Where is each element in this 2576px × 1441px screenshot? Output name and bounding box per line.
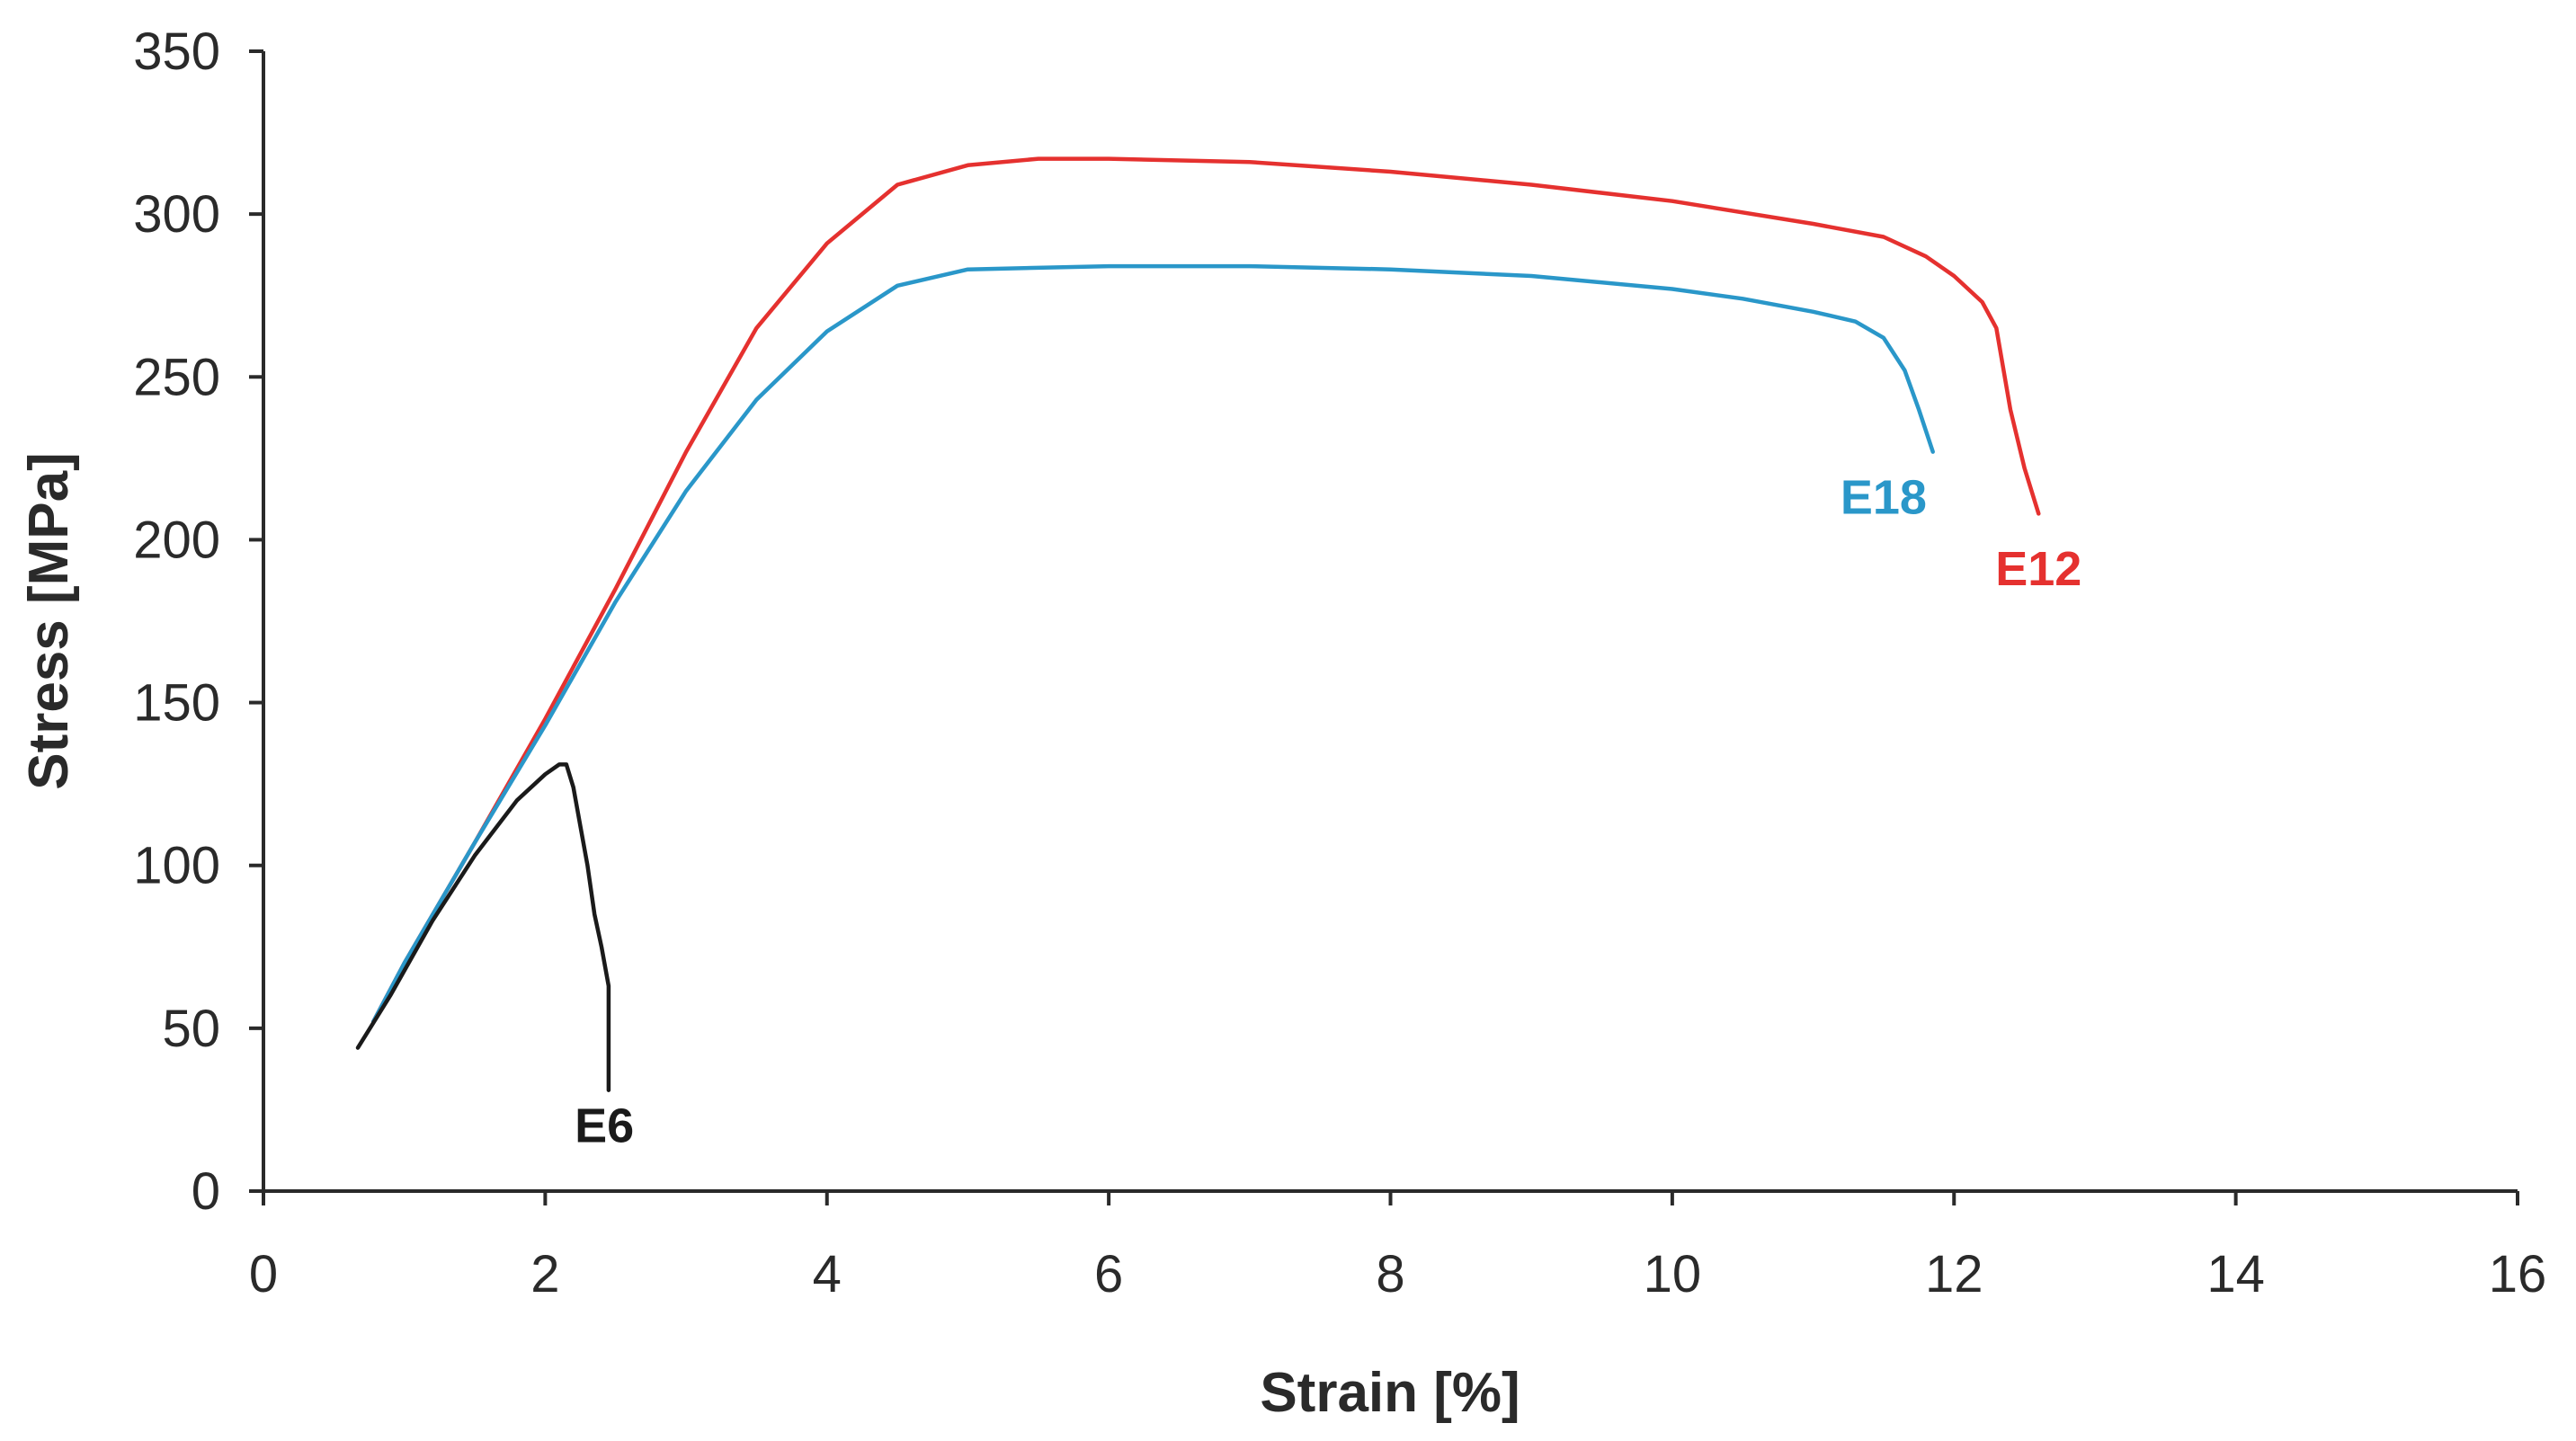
x-tick-label: 2 [530, 1245, 559, 1303]
y-ticks: 0 50 100 150 200 250 300 350 [133, 22, 263, 1221]
series-line-e12 [370, 156, 2041, 1024]
x-tick-label: 8 [1376, 1245, 1404, 1303]
series-label-e12: E12 [1995, 542, 2081, 596]
y-tick-label: 50 [162, 1000, 220, 1058]
x-tick-label: 12 [1925, 1245, 1983, 1303]
x-tick-label: 14 [2206, 1245, 2265, 1303]
y-tick-label: 300 [133, 185, 220, 244]
y-tick-label: 150 [133, 674, 220, 733]
y-tick-label: 100 [133, 837, 220, 895]
series-line-e18 [370, 263, 1935, 1024]
x-ticks: 0 2 4 6 8 10 12 14 16 [249, 1191, 2546, 1303]
series-group [355, 156, 2041, 1092]
y-tick-label: 0 [192, 1162, 220, 1221]
x-axis-title: Strain [%] [1260, 1362, 1520, 1424]
annotation-group: E18 E12 E6 [575, 470, 2081, 1152]
x-tick-label: 4 [813, 1245, 842, 1303]
x-tick-label: 0 [249, 1245, 278, 1303]
y-tick-label: 200 [133, 511, 220, 569]
x-tick-label: 10 [1644, 1245, 1702, 1303]
series-line-e6 [355, 762, 611, 1092]
x-tick-label: 6 [1094, 1245, 1123, 1303]
series-label-e18: E18 [1841, 470, 1927, 524]
x-tick-label: 16 [2489, 1245, 2547, 1303]
y-axis-title: Stress [MPa] [18, 452, 80, 790]
y-tick-label: 350 [133, 22, 220, 81]
y-tick-label: 250 [133, 348, 220, 406]
series-label-e6: E6 [575, 1099, 634, 1153]
